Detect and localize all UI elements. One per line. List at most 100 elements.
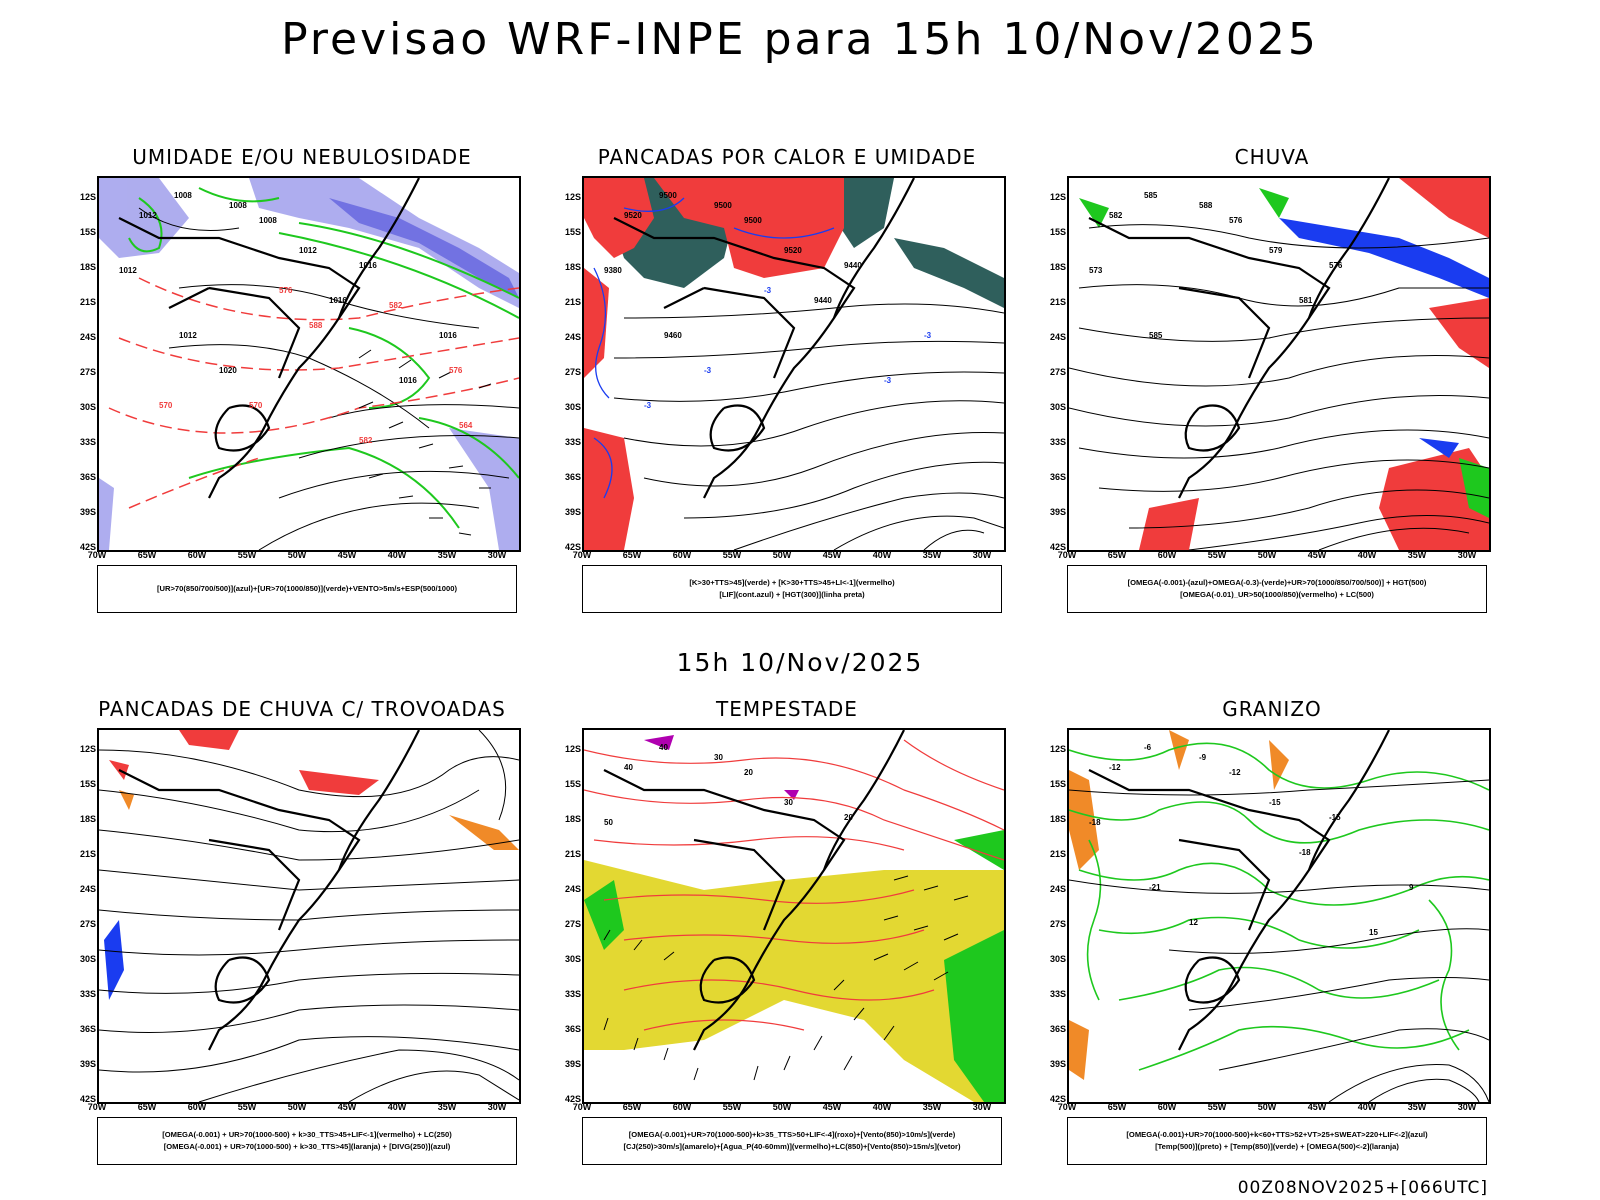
latitude-tick-label: 36S — [1049, 472, 1066, 482]
longitude-tick-label: 60W — [187, 550, 207, 560]
latitude-tick-label: 33S — [79, 437, 96, 447]
longitude-tick-label: 30W — [1457, 550, 1477, 560]
latitude-tick-label: 21S — [1049, 297, 1066, 307]
rain-blue-fields — [1279, 218, 1489, 458]
latitude-tick-label: 12S — [79, 192, 96, 202]
contour-value-label: 9 — [1409, 883, 1414, 892]
legend-line: [LIF](cont.azul) + [HGT(300)](linha pret… — [719, 590, 865, 599]
latitude-tick-label: 33S — [1049, 989, 1066, 999]
contour-value-label: -9 — [1199, 753, 1207, 762]
latitude-tick-label: 30S — [564, 954, 581, 964]
legend-line: [OMEGA(-0.001) + UR>70(1000-500) + k>30_… — [162, 1130, 452, 1139]
latitude-tick-label: 33S — [79, 989, 96, 999]
contour-value-label: 30 — [784, 798, 793, 807]
panel-umidade: UMIDADE E/OU NEBULOSIDADE 12S 15S 18S 21S 24… — [52, 145, 552, 635]
latitude-tick-label: 12S — [79, 744, 96, 754]
longitude-axis: 70W 65W 60W 55W 50W 45W 40W 35W 30W — [573, 550, 1006, 564]
contour-value-label: -3 — [924, 331, 932, 340]
contour-value-label: 1016 — [359, 261, 377, 270]
panel-chuva: CHUVA 12S 15S 18S 21S 24S 27S 30S 33S 36S 39S 42S — [1022, 145, 1522, 635]
lif-blue-contours — [593, 197, 835, 499]
longitude-tick-label: 40W — [872, 550, 892, 560]
longitude-tick-label: 40W — [387, 550, 407, 560]
contour-value-label: 9440 — [814, 296, 832, 305]
contour-value-label: 581 — [1299, 296, 1313, 305]
contour-value-label: 576 — [279, 286, 293, 295]
latitude-tick-label: 36S — [79, 472, 96, 482]
map-values: 40 30 20 40 30 20 50 — [604, 743, 853, 827]
latitude-tick-label: 18S — [1049, 814, 1066, 824]
latitude-tick-label: 42S — [564, 542, 581, 552]
longitude-tick-label: 30W — [972, 550, 992, 560]
hgt300-contours — [613, 303, 1004, 550]
legend-line: [OMEGA(-0.001)-(azul)+OMEGA(-0.3)-(verde… — [1127, 578, 1427, 587]
temp850-green — [1069, 742, 1489, 1071]
latitude-axis: 12S 15S 18S 21S 24S 27S 30S 33S 36S 39S 42S — [1030, 176, 1066, 552]
longitude-tick-label: 35W — [922, 1102, 942, 1112]
contour-value-label: 1012 — [139, 211, 157, 220]
contour-value-label: 9500 — [659, 191, 677, 200]
contour-value-label: 573 — [1089, 266, 1103, 275]
latitude-tick-label: 24S — [564, 884, 581, 894]
longitude-tick-label: 65W — [622, 1102, 642, 1112]
latitude-tick-label: 12S — [564, 192, 581, 202]
longitude-axis: 70W 65W 60W 55W 50W 45W 40W 35W 30W — [88, 1102, 521, 1116]
map-umidade: 1008 1008 1008 1012 1012 1016 1012 1016 1012 1016… — [97, 176, 521, 552]
latitude-tick-label: 27S — [564, 367, 581, 377]
longitude-tick-label: 70W — [87, 1102, 107, 1112]
contour-value-label: 40 — [624, 763, 633, 772]
rain-green-fields — [1079, 188, 1489, 518]
legend-line: [OMEGA(-0.001) + UR>70(1000-500) + k>30_… — [163, 1142, 451, 1151]
longitude-tick-label: 50W — [287, 550, 307, 560]
panel-title: PANCADAS POR CALOR E UMIDADE — [597, 145, 977, 169]
main-title: Previsao WRF-INPE para 15h 10/Nov/2025 — [281, 14, 1319, 65]
storm-red-fields — [109, 730, 379, 795]
contour-value-label: 1008 — [174, 191, 192, 200]
longitude-tick-label: 55W — [237, 550, 257, 560]
pancadas-calor-map-svg: 9500 9500 9500 9520 9520 9440 9380 9440 9460 -3 -3… — [584, 178, 1004, 550]
red-instability-fields — [584, 178, 844, 550]
map-values: 585 588 576 582 579 576 573 581 585 — [1089, 191, 1343, 340]
contour-value-label: 30 — [714, 753, 723, 762]
legend-line: [K>30+TTS>45](verde) + [K>30+TTS>45+LI<-… — [689, 578, 895, 587]
latitude-tick-label: 27S — [79, 367, 96, 377]
hgt500-contours — [1069, 224, 1489, 550]
latitude-tick-label: 18S — [564, 262, 581, 272]
longitude-tick-label: 65W — [1107, 550, 1127, 560]
latitude-tick-label: 42S — [79, 542, 96, 552]
longitude-axis: 70W 65W 60W 55W 50W 45W 40W 35W 30W — [1058, 550, 1491, 564]
contour-value-label: -18 — [1089, 818, 1101, 827]
latitude-tick-label: 30S — [79, 402, 96, 412]
longitude-tick-label: 45W — [1307, 550, 1327, 560]
latitude-tick-label: 36S — [564, 472, 581, 482]
latitude-tick-label: 30S — [1049, 954, 1066, 964]
latitude-tick-label: 15S — [79, 227, 96, 237]
contour-value-label: -3 — [884, 376, 892, 385]
longitude-tick-label: 30W — [1457, 1102, 1477, 1112]
latitude-tick-label: 30S — [1049, 402, 1066, 412]
map-trovoadas — [97, 728, 521, 1104]
panel-tempestade: TEMPESTADE 12S 15S 18S 21S 24S 27S 30S 33S 36S 39… — [537, 697, 1037, 1187]
latitude-tick-label: 21S — [564, 297, 581, 307]
longitude-tick-label: 35W — [922, 550, 942, 560]
latitude-tick-label: 33S — [1049, 437, 1066, 447]
longitude-tick-label: 60W — [672, 550, 692, 560]
contour-value-label: 576 — [1229, 216, 1243, 225]
contour-value-label: -12 — [1109, 763, 1121, 772]
contour-value-label: 50 — [604, 818, 613, 827]
longitude-tick-label: 65W — [1107, 1102, 1127, 1112]
latitude-tick-label: 42S — [79, 1094, 96, 1104]
contour-value-label: -3 — [704, 366, 712, 375]
contour-value-label: 9520 — [624, 211, 642, 220]
longitude-tick-label: 65W — [137, 550, 157, 560]
contour-value-label: -18 — [1299, 848, 1311, 857]
contour-value-label: 1016 — [439, 331, 457, 340]
latitude-tick-label: 12S — [1049, 744, 1066, 754]
longitude-axis: 70W 65W 60W 55W 50W 45W 40W 35W 30W — [88, 550, 521, 564]
latitude-tick-label: 24S — [1049, 332, 1066, 342]
latitude-tick-label: 39S — [1049, 507, 1066, 517]
latitude-tick-label: 18S — [79, 814, 96, 824]
wind-vectors — [358, 349, 492, 536]
forecast-time-title: 15h 10/Nov/2025 — [676, 648, 924, 677]
legend-line: [OMEGA(-0.001)+UR>70(1000-500)+k>35_TTS>… — [628, 1130, 956, 1139]
